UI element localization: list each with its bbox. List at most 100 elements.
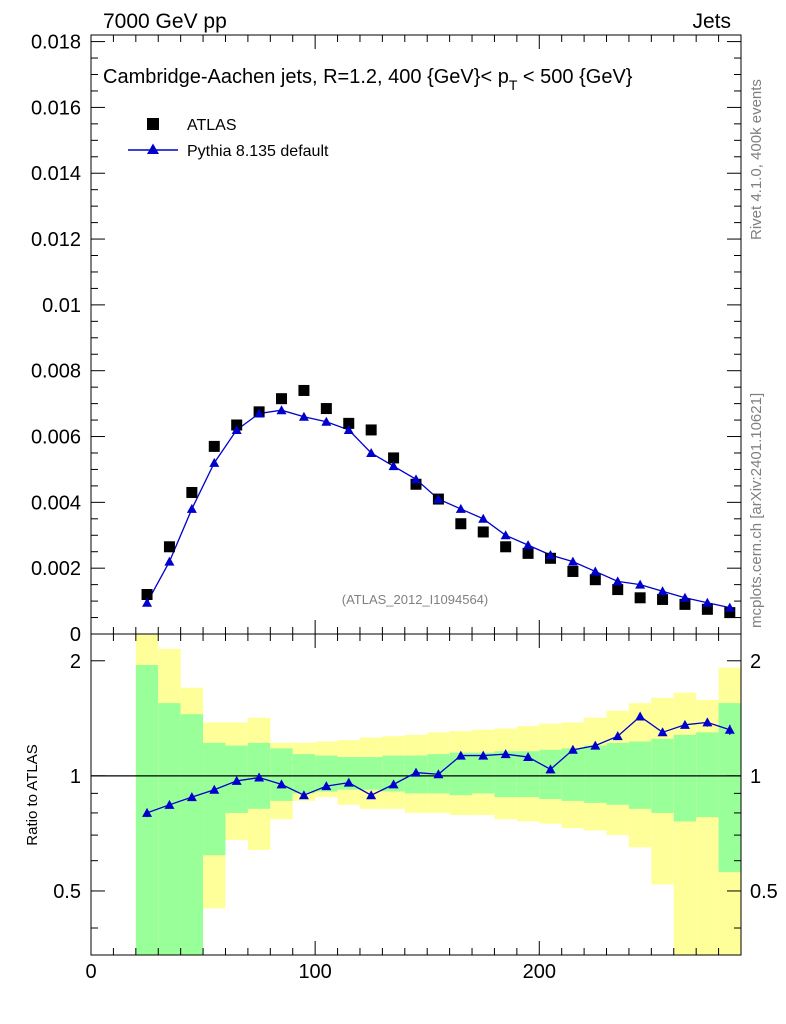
- main-ytick-label: 0.012: [31, 229, 81, 251]
- ratio-frame: [90, 633, 742, 956]
- pythia-point: [679, 592, 690, 602]
- main-ytick-label: 0.01: [42, 295, 81, 317]
- atlas-point: [141, 589, 153, 601]
- ratio-ytick-label-right: 1: [750, 766, 761, 788]
- atlas-point: [343, 417, 355, 429]
- pythia-point: [209, 457, 220, 467]
- ratio-xtick-label: 100: [298, 961, 331, 983]
- pythia-point: [343, 424, 354, 434]
- legend-atlas-label: ATLAS: [187, 117, 237, 134]
- main-ytick-label: 0.004: [31, 492, 81, 514]
- band-inner-bin: [270, 748, 293, 801]
- title-suffix: < 500 {GeV}: [517, 66, 632, 88]
- title-subscript: T: [509, 77, 518, 93]
- header-energy: 7000 GeV pp: [103, 10, 227, 33]
- atlas-point: [522, 547, 534, 559]
- main-ytick-label: 0.008: [31, 361, 81, 383]
- mcplots-label: mcplots.cern.ch [arXiv:2401.10621]: [748, 393, 765, 628]
- ratio-point: [523, 752, 534, 762]
- ratio-ytick-label: 0.5: [53, 881, 81, 903]
- main-ytick-label: 0.014: [31, 163, 81, 185]
- pythia-point: [635, 579, 646, 589]
- chart-title: Cambridge-Aachen jets, R=1.2, 400 {GeV}<…: [103, 66, 633, 93]
- atlas-point: [365, 424, 377, 436]
- ratio-point: [231, 775, 242, 785]
- atlas-point: [455, 518, 467, 530]
- ratio-point: [142, 807, 153, 817]
- ratio-ytick-label-right: 2: [750, 651, 761, 673]
- band-inner-bin: [292, 754, 316, 794]
- main-ytick-label: 0: [70, 624, 81, 646]
- atlas-point: [320, 403, 332, 415]
- pythia-point: [455, 503, 466, 513]
- pythia-point: [321, 416, 332, 426]
- band-inner-bin: [584, 745, 607, 803]
- pythia-point: [657, 586, 668, 596]
- band-inner-bin: [718, 703, 741, 873]
- band-inner-bin: [516, 751, 540, 798]
- ratio-xtick-label: 0: [85, 961, 96, 983]
- band-inner-bin: [203, 742, 226, 856]
- atlas-point: [567, 565, 579, 577]
- band-inner-bin: [449, 752, 473, 796]
- pythia-point: [231, 424, 242, 434]
- main-ytick-label: 0.018: [31, 32, 81, 54]
- band-inner-bin: [158, 703, 181, 955]
- pythia-point: [590, 566, 601, 576]
- uncertainty-bands: [91, 634, 741, 955]
- pythia-point: [276, 405, 287, 415]
- band-inner-bin: [606, 742, 629, 805]
- atlas-point: [410, 478, 422, 490]
- band-inner-bin: [315, 755, 338, 792]
- band-inner-bin: [337, 757, 360, 790]
- pythia-point: [186, 503, 197, 513]
- main-ytick-label: 0.002: [31, 558, 81, 580]
- band-inner-bin: [472, 752, 495, 794]
- atlas-point: [477, 526, 489, 538]
- pythia-point: [702, 597, 713, 607]
- ratio-point: [433, 769, 444, 779]
- ratio-point: [186, 792, 197, 802]
- atlas-point: [208, 440, 220, 452]
- band-inner-bin: [696, 732, 719, 818]
- ratio-ylabel: Ratio to ATLAS: [24, 744, 41, 845]
- legend-atlas-marker: [147, 118, 159, 130]
- header-category: Jets: [692, 10, 731, 33]
- pythia-point: [254, 408, 265, 418]
- atlas-point: [724, 607, 736, 619]
- atlas-point: [276, 393, 288, 405]
- pythia-point: [388, 461, 399, 471]
- ratio-point: [635, 711, 646, 721]
- atlas-point: [657, 593, 669, 605]
- legend-pythia-label: Pythia 8.135 default: [187, 143, 329, 160]
- ratio-series: [142, 711, 735, 818]
- pythia-point: [567, 556, 578, 566]
- ratio-point: [612, 731, 623, 741]
- pythia-point: [523, 540, 534, 550]
- ratio-ytick-label: 2: [70, 651, 81, 673]
- band-inner-bin: [359, 757, 383, 790]
- pythia-point: [545, 550, 556, 560]
- legend-pythia-marker: [147, 143, 159, 154]
- ratio-point: [478, 750, 489, 760]
- title-prefix: Cambridge-Aachen jets, R=1.2, 400 {GeV}<…: [103, 66, 509, 88]
- band-inner-bin: [494, 751, 517, 798]
- rivet-label: Rivet 4.1.0, 400k events: [748, 79, 765, 240]
- pythia-point: [298, 411, 309, 421]
- pythia-point: [142, 597, 153, 607]
- ratio-point: [388, 779, 399, 789]
- atlas-point: [634, 592, 646, 604]
- ratio-xtick-label: 200: [523, 961, 556, 983]
- atlas-point: [298, 384, 310, 396]
- ratio-point: [366, 790, 377, 800]
- main-ytick-label: 0.016: [31, 97, 81, 119]
- atlas-point: [186, 486, 198, 498]
- atlas-point: [679, 598, 691, 610]
- analysis-watermark: (ATLAS_2012_I1094564): [342, 592, 488, 607]
- ratio-point: [590, 740, 601, 750]
- pythia-point: [411, 474, 421, 484]
- ratio-ytick-label-right: 0.5: [750, 881, 778, 903]
- ratio-ytick-label: 1: [70, 766, 81, 788]
- pythia-point: [164, 556, 175, 566]
